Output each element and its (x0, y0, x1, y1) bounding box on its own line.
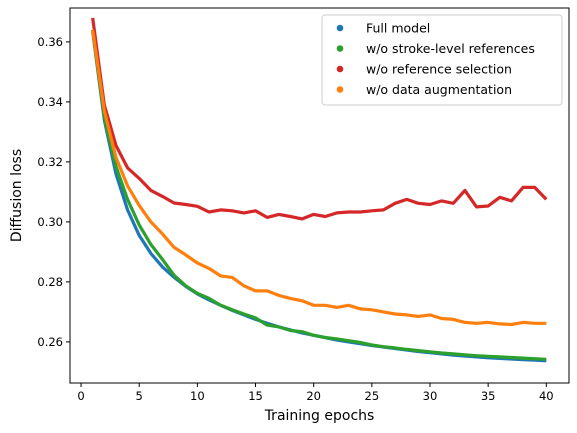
legend-marker-2 (336, 45, 344, 52)
series-line-4 (91, 29, 547, 327)
x-tick-label: 20 (306, 389, 321, 403)
legend-label-1: Full model (366, 21, 430, 36)
legend-marker-3 (336, 65, 344, 73)
x-tick-label: 15 (248, 389, 263, 403)
legend-marker-1 (336, 24, 344, 32)
x-axis-title: Training epochs (264, 408, 375, 424)
y-axis-title: Diffusion loss (9, 149, 25, 242)
legend-marker-4 (336, 86, 344, 93)
legend-label-3: w/o reference selection (366, 62, 512, 77)
plot-area (91, 17, 548, 363)
legend: Full model w/o stroke-level references w/o… (321, 14, 563, 106)
x-tick-label: 35 (481, 389, 496, 403)
x-tick-label: 0 (77, 389, 84, 403)
series-line-3 (91, 17, 548, 221)
y-tick-label: 0.36 (37, 35, 63, 49)
axes-frame (69, 7, 570, 384)
y-tick-label: 0.26 (37, 335, 63, 349)
y-tick-label: 0.32 (37, 155, 63, 169)
x-tick-label: 10 (190, 389, 205, 403)
legend-box (321, 14, 563, 106)
y-tick-label: 0.30 (37, 215, 63, 229)
axes: 0 5 10 15 20 25 30 35 40 0.26 0.28 0.30 0.32 0.34 0.36 (37, 7, 570, 403)
legend-label-4: w/o data augmentation (366, 82, 512, 97)
y-tick-label: 0.28 (37, 275, 63, 289)
legend-label-2: w/o stroke-level references (366, 41, 535, 56)
series-line-2 (91, 29, 547, 361)
x-tick-label: 25 (365, 389, 380, 403)
x-tick-label: 30 (423, 389, 438, 403)
y-tick-label: 0.34 (37, 95, 63, 109)
x-tick-label: 5 (136, 389, 143, 403)
x-tick-label: 40 (539, 389, 554, 403)
